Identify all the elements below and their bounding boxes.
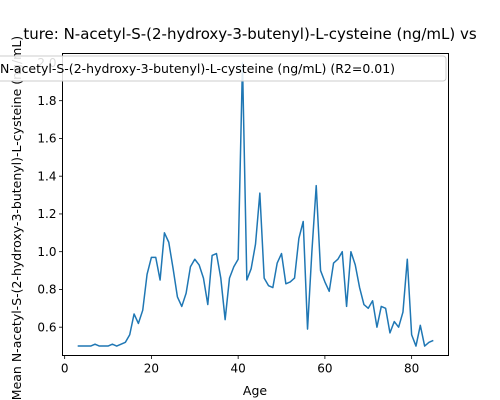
legend-label: N-acetyl-S-(2-hydroxy-3-butenyl)-L-cyste… xyxy=(0,61,395,76)
y-axis: 0.60.81.01.21.41.61.82.0 xyxy=(37,56,63,334)
plot-area xyxy=(77,62,434,347)
x-tick-label: 40 xyxy=(231,362,246,376)
x-tick-label: 20 xyxy=(144,362,159,376)
axes-frame xyxy=(62,53,449,356)
chart-title: ture: N-acetyl-S-(2-hydroxy-3-butenyl)-L… xyxy=(23,25,477,43)
y-axis-label: Mean N-acetyl-S-(2-hydroxy-3-butenyl)-L-… xyxy=(9,36,24,400)
x-axis-label: Age xyxy=(243,383,267,398)
legend-box xyxy=(0,55,447,82)
x-tick-label: 0 xyxy=(61,362,69,376)
y-tick-label: 1.4 xyxy=(37,169,56,183)
x-axis: 0 20 40 60 80 xyxy=(61,355,419,376)
y-tick-label: 1.6 xyxy=(37,132,56,146)
y-tick-label: 0.6 xyxy=(37,320,56,334)
x-tick-label: 60 xyxy=(317,362,332,376)
y-tick-label: 1.2 xyxy=(37,207,56,221)
x-tick-label: 80 xyxy=(404,362,419,376)
y-tick-label: 1.0 xyxy=(37,245,56,259)
legend: N-acetyl-S-(2-hydroxy-3-butenyl)-L-cyste… xyxy=(0,55,447,82)
y-tick-label: 1.8 xyxy=(37,94,56,108)
series-line-0 xyxy=(77,62,434,347)
y-tick-label: 0.8 xyxy=(37,283,56,297)
